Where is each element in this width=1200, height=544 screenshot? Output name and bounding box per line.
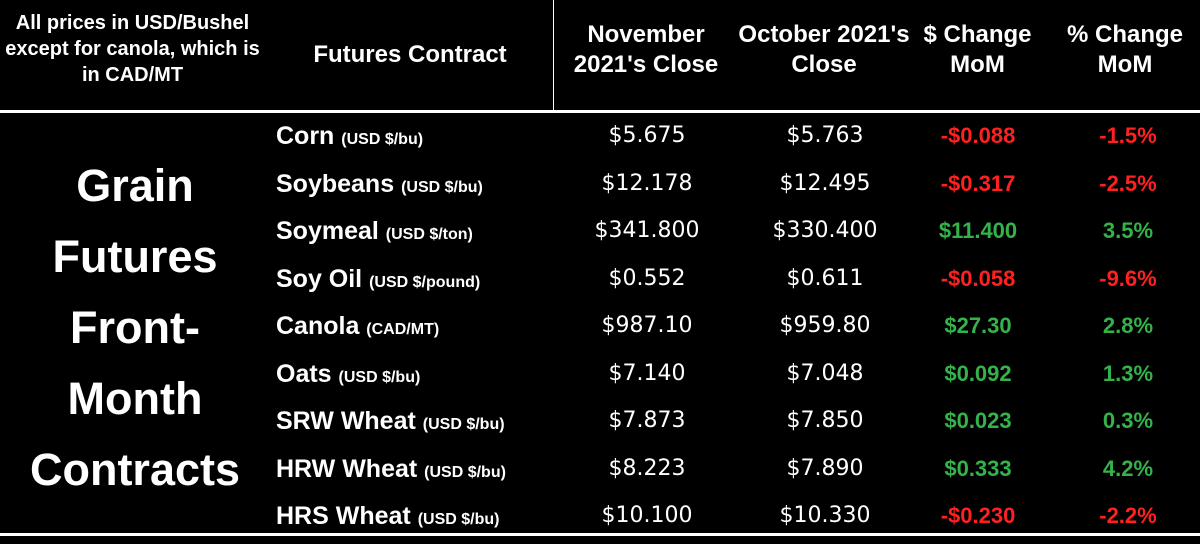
nov-close-value: $987.10 [601, 313, 693, 338]
dollar-change-value: $11.400 [938, 218, 1018, 243]
oct-close-value: $7.048 [786, 360, 864, 386]
table-row: Soybeans (USD $/bu) $12.178 $12.495 -$0.317… [0, 164, 1200, 212]
contract-unit: (USD $/ton) [385, 226, 473, 243]
nov-close-value: $5.675 [608, 123, 686, 148]
dollar-change-value: $0.023 [944, 408, 1012, 433]
dollar-change-value: -$0.088 [940, 123, 1016, 148]
contract-name: Corn (USD $/bu) [276, 116, 566, 164]
units-note: All prices in USD/Bushel except for cano… [5, 12, 260, 86]
column-header-oct-close: October 2021's Close [738, 21, 910, 78]
contract-name: Soy Oil (USD $/pound) [276, 259, 566, 307]
contract-unit: (USD $/bu) [401, 178, 483, 196]
contract-label: HRS Wheat [276, 502, 418, 530]
column-header-dollar-change: $ Change MoM [923, 21, 1032, 78]
pct-change-value: 0.3% [1102, 408, 1154, 433]
contract-unit: (USD $/bu) [422, 416, 505, 433]
table-row: Oats (USD $/bu) $7.140 $7.048 $0.092 1.3% [0, 354, 1200, 402]
table-row: Soy Oil (USD $/pound) $0.552 $0.611 -$0.058… [0, 259, 1200, 307]
pct-change-value: 4.2% [1102, 455, 1154, 481]
oct-close-value: $959.80 [779, 313, 871, 338]
table-row: SRW Wheat (USD $/bu) $7.873 $7.850 $0.023 0.… [0, 401, 1200, 449]
pct-change-value: -1.5% [1099, 123, 1157, 148]
contract-unit: (USD $/bu) [424, 463, 506, 481]
contract-label: Canola [276, 312, 367, 340]
contract-name: HRW Wheat (USD $/bu) [276, 449, 566, 497]
pct-change-value: 3.5% [1102, 218, 1154, 243]
contract-name: SRW Wheat (USD $/bu) [276, 401, 566, 449]
table-row: HRW Wheat (USD $/bu) $8.223 $7.890 $0.333 4.… [0, 449, 1200, 497]
contract-unit: (USD $/bu) [338, 368, 421, 386]
header-separator [0, 110, 1200, 113]
contract-name: Canola (CAD/MT) [276, 306, 566, 354]
dollar-change-value: $0.092 [944, 360, 1012, 386]
nov-close-value: $8.223 [608, 455, 686, 481]
contract-name: Soybeans (USD $/bu) [276, 164, 566, 212]
contract-label: Corn [276, 122, 342, 150]
contract-label: Soy Oil [276, 264, 370, 293]
contract-unit: (USD $/pound) [369, 273, 481, 291]
nov-close-value: $10.100 [601, 503, 693, 528]
contract-label: Oats [276, 359, 339, 388]
nov-close-value: $7.140 [608, 360, 686, 386]
oct-close-value: $5.763 [786, 123, 864, 148]
header-divider [553, 0, 554, 110]
oct-close-value: $0.611 [786, 265, 864, 291]
pct-change-value: 1.3% [1102, 360, 1154, 386]
pct-change-value: 2.8% [1102, 313, 1154, 338]
oct-close-value: $330.400 [772, 218, 878, 243]
contract-label: Soymeal [276, 217, 386, 245]
dollar-change-value: -$0.058 [940, 265, 1016, 291]
pct-change-value: -2.2% [1099, 503, 1157, 528]
bottom-border [0, 533, 1200, 536]
side-title: Grain Futures Front- Month Contracts [29, 160, 241, 495]
contract-name: Soymeal (USD $/ton) [276, 211, 566, 259]
column-header-contract: Futures Contract [313, 41, 507, 68]
nov-close-value: $0.552 [608, 265, 686, 291]
contract-label: Soybeans [276, 169, 402, 198]
dollar-change-value: $0.333 [944, 455, 1012, 481]
table-row: HRS Wheat (USD $/bu) $10.100 $10.330 -$0.23… [0, 496, 1200, 544]
pct-change-value: -9.6% [1099, 265, 1157, 291]
oct-close-value: $10.330 [779, 503, 871, 528]
contract-label: SRW Wheat [276, 407, 423, 435]
table-row: Soymeal (USD $/ton) $341.800 $330.400 $11.4… [0, 211, 1200, 259]
contract-label: HRW Wheat [276, 454, 425, 483]
column-header-nov-close: November 2021's Close [573, 21, 719, 78]
column-header-pct-change: % Change MoM [1066, 21, 1183, 78]
dollar-change-value: -$0.317 [940, 170, 1016, 196]
dollar-change-value: -$0.230 [940, 503, 1016, 528]
nov-close-value: $7.873 [608, 408, 686, 433]
contract-name: HRS Wheat (USD $/bu) [276, 496, 566, 544]
contract-unit: (CAD/MT) [366, 321, 440, 338]
table-row: Corn (USD $/bu) $5.675 $5.763 -$0.088 -1.5% [0, 116, 1200, 164]
oct-close-value: $7.890 [786, 455, 864, 481]
contract-unit: (USD $/bu) [417, 511, 500, 528]
contract-name: Oats (USD $/bu) [276, 354, 566, 402]
nov-close-value: $341.800 [594, 218, 700, 243]
pct-change-value: -2.5% [1099, 170, 1157, 196]
dollar-change-value: $27.30 [944, 313, 1012, 338]
contract-unit: (USD $/bu) [341, 131, 424, 148]
oct-close-value: $12.495 [779, 170, 871, 196]
table-row: Canola (CAD/MT) $987.10 $959.80 $27.30 2.8% [0, 306, 1200, 354]
nov-close-value: $12.178 [601, 170, 693, 196]
oct-close-value: $7.850 [786, 408, 864, 433]
